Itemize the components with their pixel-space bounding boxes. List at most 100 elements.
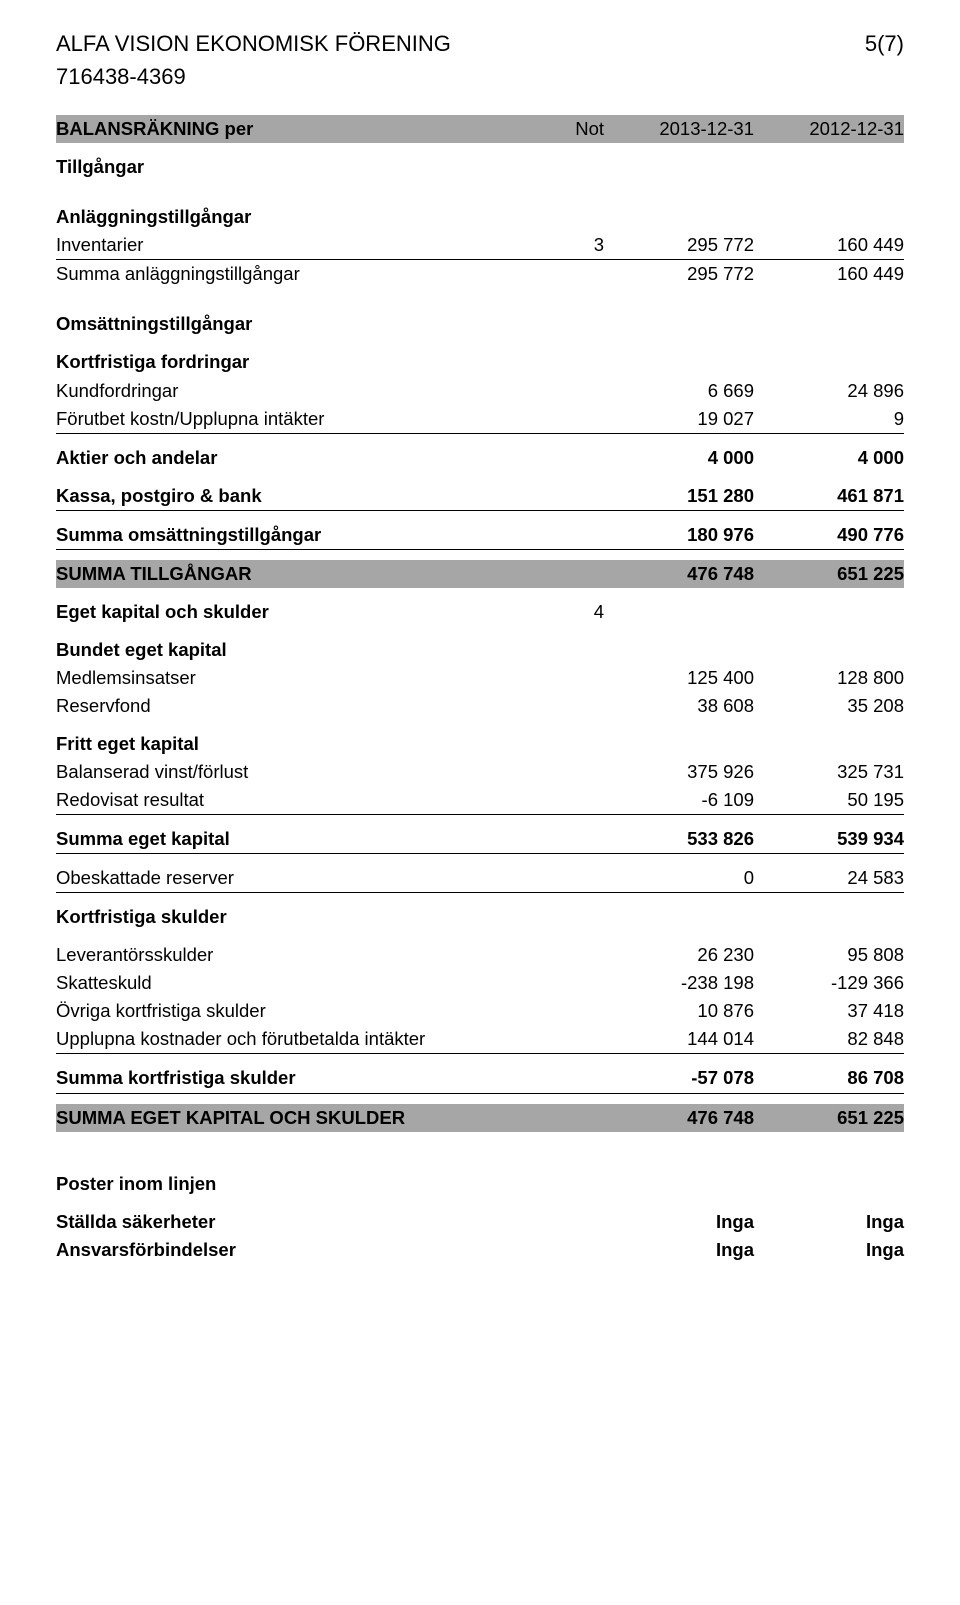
line-c1: 295 772: [604, 233, 754, 257]
line-c2: 651 225: [754, 1106, 904, 1130]
line-reservfond: Reservfond 38 608 35 208: [56, 692, 904, 720]
section-label: Omsättningstillgångar: [56, 312, 904, 336]
spacer: [56, 511, 904, 521]
spacer: [56, 550, 904, 560]
line-c2: Inga: [754, 1238, 904, 1262]
line-c1: 180 976: [604, 523, 754, 547]
header-line-2: 716438-4369: [56, 61, 904, 94]
section-eget-kapital: Eget kapital och skulder 4: [56, 598, 904, 626]
line-c1: 38 608: [604, 694, 754, 718]
line-c2: 539 934: [754, 827, 904, 851]
line-note: 4: [534, 600, 604, 624]
line-label: Summa anläggningstillgångar: [56, 262, 534, 286]
line-c1: 4 000: [604, 446, 754, 470]
line-label: Summa omsättningstillgångar: [56, 523, 534, 547]
line-label: Aktier och andelar: [56, 446, 534, 470]
line-skatteskuld: Skatteskuld -238 198 -129 366: [56, 969, 904, 997]
section-fritt: Fritt eget kapital: [56, 730, 904, 758]
line-summa-eks: SUMMA EGET KAPITAL OCH SKULDER 476 748 6…: [56, 1104, 904, 1132]
spacer: [56, 181, 904, 203]
line-inventarier: Inventarier 3 295 772 160 449: [56, 231, 904, 259]
section-bundet: Bundet eget kapital: [56, 636, 904, 664]
line-kundfordringar: Kundfordringar 6 669 24 896: [56, 377, 904, 405]
spacer: [56, 338, 904, 348]
line-stallda: Ställda säkerheter Inga Inga: [56, 1208, 904, 1236]
line-c2: 95 808: [754, 943, 904, 967]
section-kortfr-sk: Kortfristiga skulder: [56, 903, 904, 931]
line-c2: 35 208: [754, 694, 904, 718]
col-date-2: 2012-12-31: [754, 117, 904, 141]
balance-title: BALANSRÄKNING per: [56, 117, 534, 141]
line-label: Summa kortfristiga skulder: [56, 1066, 534, 1090]
line-c1: Inga: [604, 1210, 754, 1234]
line-label: Inventarier: [56, 233, 534, 257]
spacer: [56, 143, 904, 153]
line-leverantor: Leverantörsskulder 26 230 95 808: [56, 941, 904, 969]
section-poster: Poster inom linjen: [56, 1170, 904, 1198]
line-c2: 325 731: [754, 760, 904, 784]
section-kortfr-fordr: Kortfristiga fordringar: [56, 348, 904, 376]
spacer: [56, 1054, 904, 1064]
line-aktier: Aktier och andelar 4 000 4 000: [56, 444, 904, 472]
section-label: Tillgångar: [56, 155, 904, 179]
spacer: [56, 626, 904, 636]
line-c2: 82 848: [754, 1027, 904, 1051]
balance-title-row: BALANSRÄKNING per Not 2013-12-31 2012-12…: [56, 115, 904, 143]
line-label: SUMMA EGET KAPITAL OCH SKULDER: [56, 1106, 534, 1130]
section-anlaggning: Anläggningstillgångar: [56, 203, 904, 231]
line-c1: 125 400: [604, 666, 754, 690]
section-omsattning: Omsättningstillgångar: [56, 310, 904, 338]
line-kassa: Kassa, postgiro & bank 151 280 461 871: [56, 482, 904, 511]
line-label: Kundfordringar: [56, 379, 534, 403]
line-summa-tillgangar: SUMMA TILLGÅNGAR 476 748 651 225: [56, 560, 904, 588]
spacer: [56, 854, 904, 864]
line-label: Reservfond: [56, 694, 534, 718]
line-c1: 151 280: [604, 484, 754, 508]
line-c1: 476 748: [604, 1106, 754, 1130]
line-obeskattade: Obeskattade reserver 0 24 583: [56, 864, 904, 893]
line-label: Ställda säkerheter: [56, 1210, 534, 1234]
spacer: [56, 1198, 904, 1208]
line-summa-ks: Summa kortfristiga skulder -57 078 86 70…: [56, 1064, 904, 1093]
line-c2: 50 195: [754, 788, 904, 812]
line-c2: 9: [754, 407, 904, 431]
section-tillgangar: Tillgångar: [56, 153, 904, 181]
line-c1: -238 198: [604, 971, 754, 995]
page: ALFA VISION EKONOMISK FÖRENING 5(7) 7164…: [0, 0, 960, 1304]
line-c2: 128 800: [754, 666, 904, 690]
line-c1: 375 926: [604, 760, 754, 784]
section-label: Fritt eget kapital: [56, 732, 904, 756]
line-c2: 24 583: [754, 866, 904, 890]
page-number: 5(7): [844, 30, 904, 59]
line-c1: 295 772: [604, 262, 754, 286]
line-label: Medlemsinsatser: [56, 666, 534, 690]
line-redovisat: Redovisat resultat -6 109 50 195: [56, 786, 904, 815]
line-c1: 533 826: [604, 827, 754, 851]
line-c2: 37 418: [754, 999, 904, 1023]
spacer: [56, 472, 904, 482]
line-label: Upplupna kostnader och förutbetalda intä…: [56, 1027, 534, 1051]
line-c2: 160 449: [754, 233, 904, 257]
line-c2: -129 366: [754, 971, 904, 995]
section-label: Kortfristiga skulder: [56, 905, 904, 929]
line-c2: 461 871: [754, 484, 904, 508]
spacer: [56, 434, 904, 444]
line-c2: 490 776: [754, 523, 904, 547]
line-c2: 24 896: [754, 379, 904, 403]
section-label: Eget kapital och skulder: [56, 600, 534, 624]
spacer: [56, 815, 904, 825]
org-nr: 716438-4369: [56, 63, 904, 92]
line-c2: 4 000: [754, 446, 904, 470]
line-c1: -6 109: [604, 788, 754, 812]
line-summa-oms: Summa omsättningstillgångar 180 976 490 …: [56, 521, 904, 550]
line-label: Ansvarsförbindelser: [56, 1238, 534, 1262]
spacer: [56, 288, 904, 310]
spacer: [56, 588, 904, 598]
line-c2: 651 225: [754, 562, 904, 586]
spacer: [56, 893, 904, 903]
col-date-1: 2013-12-31: [604, 117, 754, 141]
line-ovriga-ks: Övriga kortfristiga skulder 10 876 37 41…: [56, 997, 904, 1025]
section-label: Poster inom linjen: [56, 1172, 904, 1196]
line-label: Leverantörsskulder: [56, 943, 534, 967]
line-c1: 144 014: [604, 1027, 754, 1051]
